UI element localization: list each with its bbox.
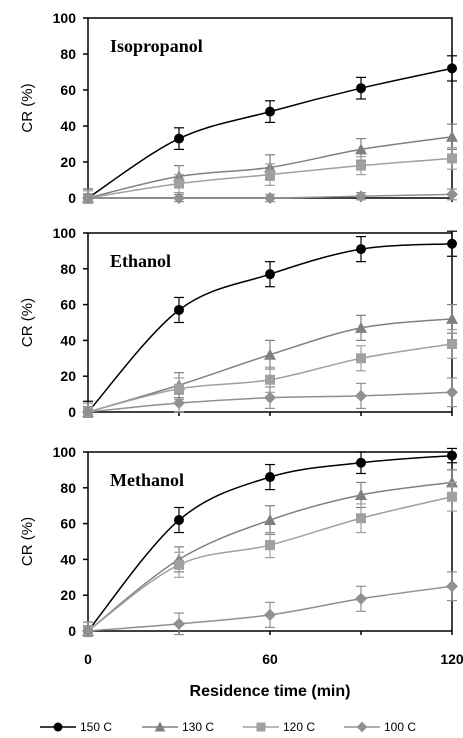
y-tick-label: 100	[53, 225, 77, 241]
legend-marker	[53, 722, 63, 732]
data-point	[265, 472, 275, 483]
y-tick-label: 0	[68, 404, 76, 420]
y-tick-label: 40	[60, 332, 76, 348]
data-point	[356, 83, 366, 94]
data-point	[356, 160, 366, 171]
data-point	[173, 397, 185, 410]
data-point	[82, 625, 94, 637]
y-axis-title: CR (%)	[19, 83, 36, 132]
data-point	[174, 133, 184, 144]
data-point	[356, 244, 366, 255]
y-tick-label: 20	[60, 368, 76, 384]
data-point	[355, 592, 367, 605]
y-tick-label: 60	[60, 297, 76, 313]
y-tick-label: 100	[53, 10, 77, 26]
legend-label: 130 C	[182, 720, 214, 734]
data-point	[264, 608, 276, 621]
data-point	[264, 192, 276, 204]
x-tick-label: 0	[84, 651, 92, 667]
data-point	[447, 450, 457, 461]
data-point	[355, 143, 367, 155]
data-point	[356, 513, 366, 524]
data-point	[265, 540, 275, 551]
data-point	[447, 491, 457, 502]
y-tick-label: 80	[60, 261, 76, 277]
x-axis-title: Residence time (min)	[190, 683, 351, 700]
data-point	[355, 488, 367, 500]
series-150C	[83, 230, 457, 418]
legend-label: 100 C	[384, 720, 416, 734]
panel-title: Isopropanol	[110, 36, 203, 56]
y-tick-label: 20	[60, 587, 76, 603]
data-point	[356, 353, 366, 364]
data-point	[173, 192, 185, 204]
panel-title: Methanol	[110, 470, 184, 490]
y-tick-label: 0	[68, 623, 76, 639]
chart-panel-methanol: 0 20 40 60 80 100 0 60 120 CR (%) Methanol Residenc…	[19, 444, 463, 700]
y-axis-title: CR (%)	[19, 517, 36, 566]
data-point	[447, 63, 457, 74]
data-point	[447, 153, 457, 164]
legend-marker	[356, 721, 368, 733]
data-point	[174, 178, 184, 189]
data-point	[355, 321, 367, 333]
legend-marker	[256, 722, 266, 732]
legend-label: 150 C	[80, 720, 112, 734]
chart-panel-isopropanol: 0 20 40 60 80 100 CR (%) Isopropanol	[19, 10, 458, 206]
legend: 150 C 130 C 120 C 100 C	[40, 720, 416, 734]
legend-label: 120 C	[283, 720, 315, 734]
data-point	[355, 190, 367, 203]
y-tick-label: 40	[60, 551, 76, 567]
data-point	[82, 406, 94, 418]
x-tick-label: 120	[440, 651, 463, 667]
data-point	[173, 617, 185, 630]
data-point	[264, 514, 276, 526]
data-point	[446, 188, 458, 201]
legend-item: 130 C	[142, 720, 214, 734]
data-point	[447, 238, 457, 249]
y-tick-label: 100	[53, 444, 77, 460]
data-point	[356, 457, 366, 468]
data-point	[447, 338, 457, 349]
series-100C	[82, 377, 458, 418]
legend-item: 100 C	[344, 720, 416, 734]
legend-item: 150 C	[40, 720, 112, 734]
data-point	[264, 348, 276, 360]
data-point	[446, 130, 458, 142]
data-point	[264, 391, 276, 404]
data-point	[446, 580, 458, 593]
data-point	[82, 192, 94, 204]
y-tick-label: 60	[60, 82, 76, 98]
y-tick-label: 80	[60, 46, 76, 62]
y-tick-label: 20	[60, 154, 76, 170]
data-point	[174, 515, 184, 526]
series-100C	[82, 571, 458, 637]
data-point	[174, 383, 184, 394]
y-axis-title: CR (%)	[19, 298, 36, 347]
data-point	[265, 269, 275, 280]
data-point	[355, 389, 367, 402]
data-point	[174, 559, 184, 570]
legend-item: 120 C	[243, 720, 315, 734]
data-point	[446, 386, 458, 399]
data-point	[265, 374, 275, 385]
data-point	[446, 312, 458, 324]
data-point	[265, 106, 275, 117]
x-tick-label: 60	[262, 651, 278, 667]
series-line	[87, 454, 453, 632]
series-100C	[82, 188, 458, 204]
legend-marker	[154, 721, 166, 732]
data-point	[265, 169, 275, 180]
chart-panel-ethanol: 0 20 40 60 80 100 CR (%) Ethanol	[19, 225, 458, 420]
y-tick-label: 80	[60, 480, 76, 496]
y-tick-label: 0	[68, 190, 76, 206]
panel-title: Ethanol	[110, 251, 171, 271]
data-point	[174, 304, 184, 315]
y-tick-label: 40	[60, 118, 76, 134]
y-tick-label: 60	[60, 516, 76, 532]
